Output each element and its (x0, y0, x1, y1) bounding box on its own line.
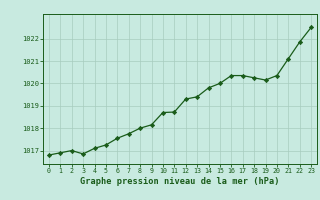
X-axis label: Graphe pression niveau de la mer (hPa): Graphe pression niveau de la mer (hPa) (80, 177, 280, 186)
